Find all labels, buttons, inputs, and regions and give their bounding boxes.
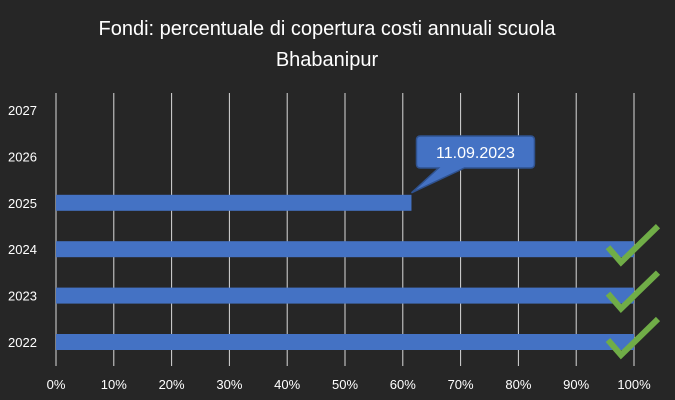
y-tick-2023: 2023	[8, 289, 37, 304]
x-tick-60: 60%	[390, 377, 416, 392]
x-tick-80: 80%	[505, 377, 531, 392]
x-axis-tick-labels: 0% 10% 20% 30% 40% 50% 60% 70% 80% 90% 100%	[47, 377, 651, 392]
check-icon-2022	[605, 316, 661, 360]
check-icon-2023	[605, 270, 661, 313]
chart-title-line-1: Fondi: percentuale di copertura costi an…	[99, 18, 557, 40]
x-tick-0: 0%	[47, 377, 66, 392]
callout-0: 11.09.2023	[410, 135, 536, 194]
x-tick-100: 100%	[617, 377, 651, 392]
y-tick-2027: 2027	[8, 103, 37, 118]
callout-label-0: 11.09.2023	[436, 145, 515, 162]
checkmarks	[605, 224, 661, 360]
x-tick-40: 40%	[274, 377, 300, 392]
x-tick-10: 10%	[101, 377, 127, 392]
y-tick-2024: 2024	[8, 242, 37, 257]
x-tick-20: 20%	[159, 377, 185, 392]
annotations: 11.09.2023	[410, 135, 536, 194]
callout-box-0	[410, 135, 536, 194]
x-tick-90: 90%	[563, 377, 589, 392]
x-tick-50: 50%	[332, 377, 358, 392]
y-tick-2026: 2026	[8, 149, 37, 164]
x-tick-70: 70%	[448, 377, 474, 392]
bar-2025	[56, 194, 412, 211]
bar-2023	[56, 287, 634, 304]
y-tick-2025: 2025	[8, 196, 37, 211]
y-axis-tick-labels: 2022 2023 2024 2025 2026 2027	[8, 103, 37, 350]
bar-2022	[56, 334, 634, 350]
y-tick-2022: 2022	[8, 335, 37, 350]
chart-title-line-2: Bhabanipur	[276, 49, 379, 71]
x-tick-30: 30%	[216, 377, 242, 392]
check-icon-2024	[605, 224, 661, 267]
bars	[56, 194, 634, 350]
bar-2024	[56, 241, 634, 258]
